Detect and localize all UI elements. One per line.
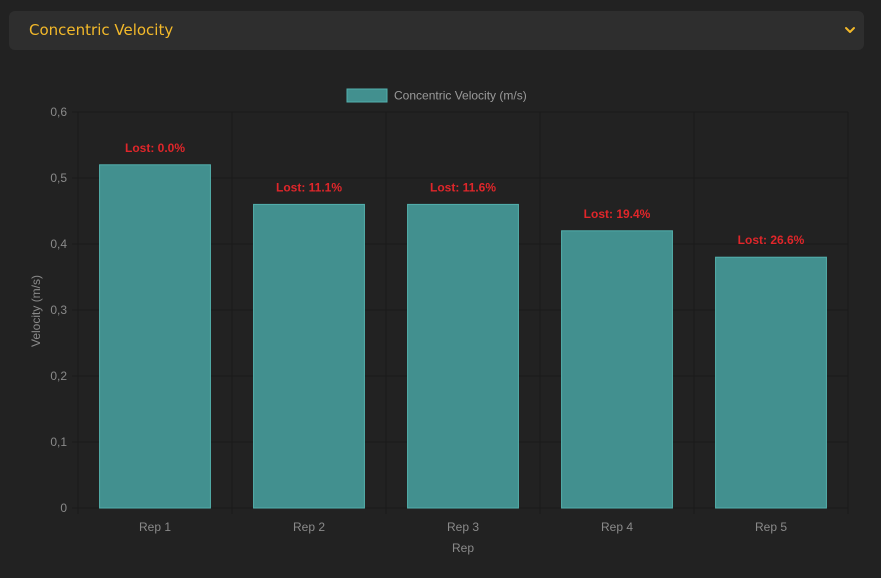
y-tick-label: 0,2 bbox=[50, 369, 67, 383]
data-label: Lost: 19.4% bbox=[584, 207, 651, 221]
x-tick-label: Rep 2 bbox=[293, 520, 325, 534]
y-tick-label: 0 bbox=[60, 501, 67, 515]
x-tick-label: Rep 3 bbox=[447, 520, 479, 534]
y-axis-title: Velocity (m/s) bbox=[29, 275, 43, 347]
bar-rep-5[interactable] bbox=[715, 256, 827, 509]
data-label: Lost: 11.6% bbox=[430, 180, 496, 194]
metric-select-value: Concentric Velocity bbox=[29, 21, 174, 39]
data-label: Lost: 11.1% bbox=[276, 180, 342, 194]
x-tick-label: Rep 1 bbox=[139, 520, 171, 534]
chevron-down-icon[interactable] bbox=[844, 24, 856, 36]
bar-rep-1[interactable] bbox=[99, 164, 211, 509]
x-tick-label: Rep 5 bbox=[755, 520, 787, 534]
y-tick-label: 0,4 bbox=[50, 237, 67, 251]
y-tick-label: 0,3 bbox=[50, 303, 67, 317]
bar-rep-2[interactable] bbox=[253, 203, 365, 509]
metric-select[interactable]: Concentric Velocity bbox=[9, 11, 864, 50]
data-label: Lost: 26.6% bbox=[738, 233, 805, 247]
bar-rep-4[interactable] bbox=[561, 230, 673, 509]
y-tick-label: 0,1 bbox=[50, 435, 67, 449]
legend-swatch[interactable] bbox=[346, 88, 388, 103]
y-tick-label: 0,5 bbox=[50, 171, 67, 185]
data-label: Lost: 0.0% bbox=[125, 141, 185, 155]
x-axis-title: Rep bbox=[452, 541, 474, 555]
legend-label[interactable]: Concentric Velocity (m/s) bbox=[394, 89, 527, 103]
x-tick-label: Rep 4 bbox=[601, 520, 633, 534]
y-tick-label: 0,6 bbox=[50, 105, 67, 119]
bar-rep-3[interactable] bbox=[407, 203, 519, 509]
